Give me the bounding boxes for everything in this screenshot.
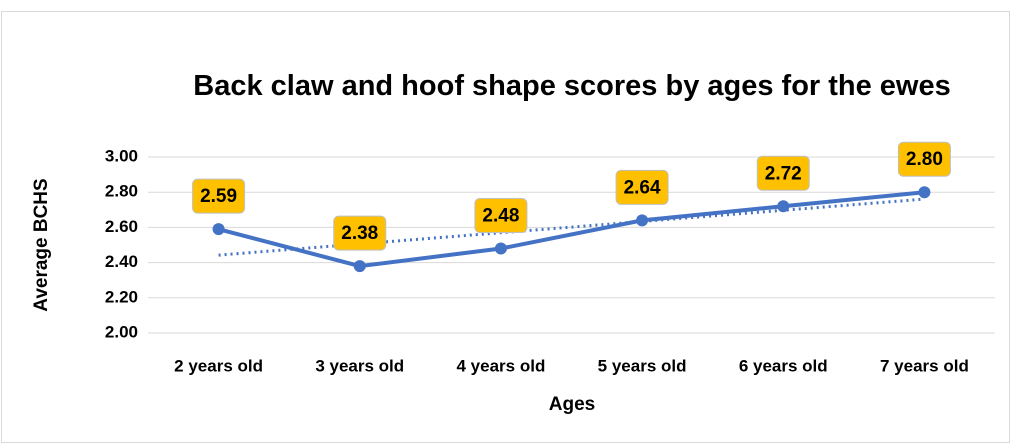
data-label-box: [897, 141, 951, 177]
y-tick-label: 2.20: [105, 287, 138, 306]
data-label-box: [615, 169, 669, 205]
x-tick-label: 7 years old: [880, 356, 969, 375]
data-label: 2.48: [482, 206, 519, 227]
y-axis-label: Average BCHS: [31, 178, 52, 311]
data-label-box: [756, 155, 810, 191]
data-label: 2.72: [765, 163, 802, 184]
data-label: 2.64: [624, 177, 661, 198]
data-point: [636, 214, 649, 227]
y-tick-label: 2.80: [105, 182, 138, 201]
x-tick-label: 2 years old: [174, 356, 263, 375]
data-point: [212, 223, 225, 236]
data-label: 2.38: [341, 223, 378, 244]
data-point: [494, 242, 507, 255]
x-tick-label: 4 years old: [457, 356, 546, 375]
data-label-box: [333, 215, 387, 251]
x-tick-label: 5 years old: [598, 356, 687, 375]
y-tick-label: 3.00: [105, 146, 138, 165]
chart-title: Back claw and hoof shape scores by ages …: [193, 70, 951, 102]
y-tick-label: 2.60: [105, 217, 138, 236]
x-tick-label: 6 years old: [739, 356, 828, 375]
x-axis-label: Ages: [549, 394, 595, 415]
data-label-box: [474, 198, 528, 234]
y-tick-label: 2.00: [105, 322, 138, 341]
data-point: [777, 200, 790, 213]
data-line: [218, 190, 925, 269]
trendline: [218, 197, 925, 257]
y-tick-label: 2.40: [105, 252, 138, 271]
x-tick-label: 3 years old: [315, 356, 404, 375]
data-label: 2.59: [200, 186, 237, 207]
data-point: [918, 186, 931, 199]
data-point: [353, 260, 366, 273]
data-label-box: [192, 178, 246, 214]
data-label: 2.80: [906, 149, 943, 170]
